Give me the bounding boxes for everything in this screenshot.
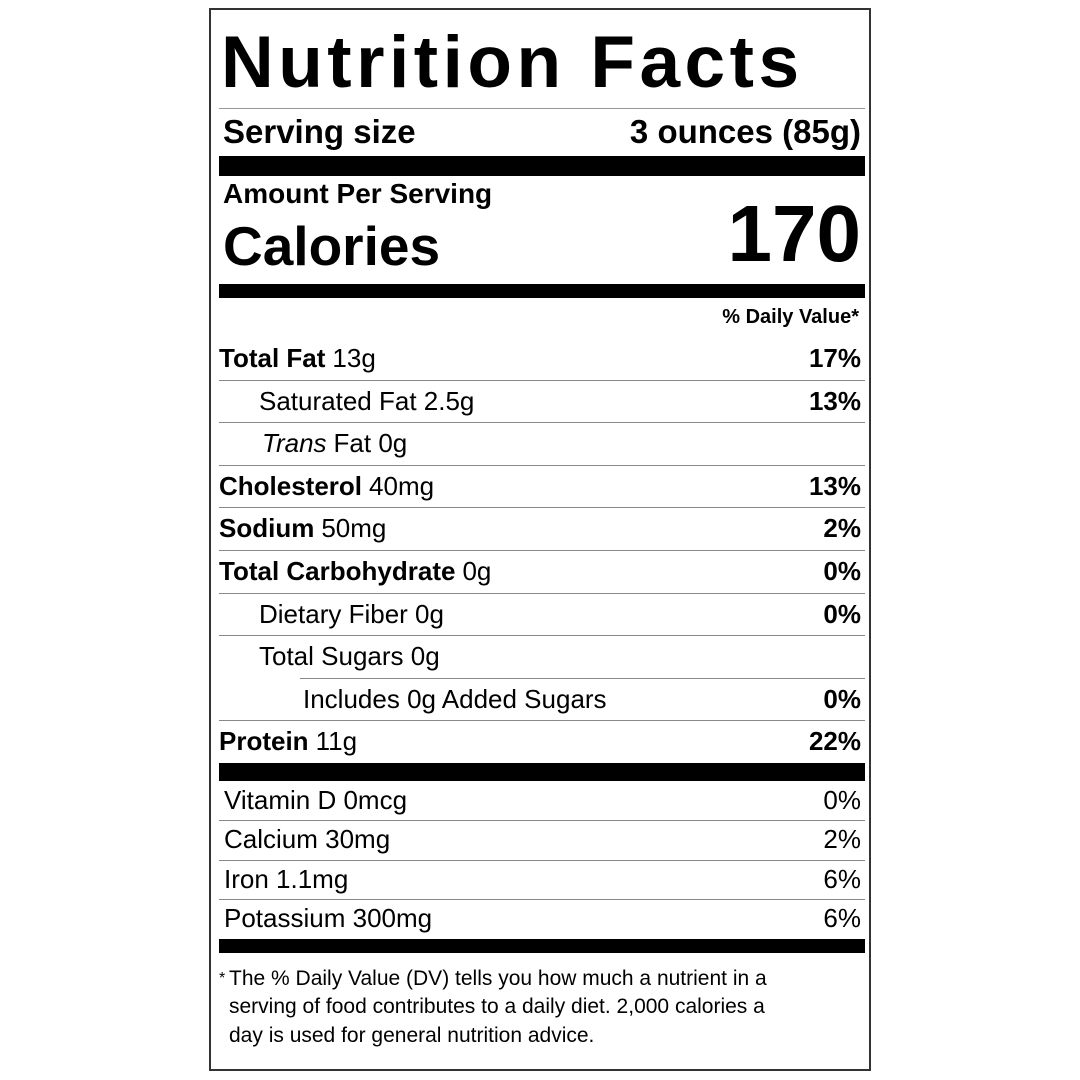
daily-value: 22% xyxy=(808,726,861,757)
vitamin-row: Vitamin D 0mcg 0% xyxy=(219,781,865,821)
nutrient-name: Total Sugars 0g xyxy=(259,635,440,678)
nutrient-name: Saturated Fat 2.5g xyxy=(259,380,474,423)
amount-per-serving: Amount Per Serving xyxy=(223,178,493,209)
nutrient-row: Trans Fat 0g xyxy=(219,422,865,465)
vitamin-row: Potassium 300mg 6% xyxy=(219,899,865,939)
footnote-mark: * xyxy=(219,969,226,987)
nutrient-row: Total Fat 13g 17% xyxy=(219,337,865,380)
nutrient-label: Total Fat xyxy=(219,343,326,373)
divider xyxy=(219,635,865,637)
nutrient-label: Includes 0g Added Sugars xyxy=(303,683,607,714)
nutrient-amount: 13g xyxy=(332,343,376,373)
calories-section: Amount Per Serving Calories 170 xyxy=(219,176,865,284)
daily-value-header: % Daily Value* xyxy=(722,306,859,328)
thick-rule xyxy=(219,938,865,953)
divider xyxy=(219,859,865,861)
nutrient-name: Protein 11g xyxy=(219,720,357,763)
nutrient-row: Total Sugars 0g xyxy=(219,635,865,678)
divider xyxy=(300,677,865,679)
daily-value: 6% xyxy=(823,863,861,894)
nutrient-label: Sodium xyxy=(219,513,315,544)
vitamin-name: Vitamin D 0mcg xyxy=(224,784,408,815)
nutrient-label: Cholesterol xyxy=(219,470,363,501)
nutrient-name: Sodium 50mg xyxy=(219,507,386,550)
divider xyxy=(219,422,865,424)
calories-label: Calories xyxy=(223,215,441,277)
label-border xyxy=(209,8,871,1071)
nutrient-row: Protein 11g 22% xyxy=(219,720,865,763)
vitamin-row: Iron 1.1mg 6% xyxy=(219,859,865,900)
daily-value: 13% xyxy=(808,470,861,501)
nutrient-label: Fat 0g xyxy=(333,428,408,459)
nutrient-name: Trans Fat 0g xyxy=(259,422,407,465)
footnote-line: serving of food contributes to a daily d… xyxy=(229,995,765,1019)
nutrient-amount: 0g xyxy=(462,555,492,586)
nutrient-amount: 11g xyxy=(315,726,358,757)
divider xyxy=(219,592,865,594)
nutrient-amount: 50mg xyxy=(321,513,387,544)
daily-value: 0% xyxy=(823,598,861,629)
daily-value: 17% xyxy=(808,343,861,373)
thick-rule xyxy=(219,284,865,298)
vitamin-row: Calcium 30mg 2% xyxy=(219,820,865,860)
footnote-line: day is used for general nutrition advice… xyxy=(229,1023,595,1047)
thick-rule xyxy=(219,156,865,176)
vitamin-list: Vitamin D 0mcg 0% Calcium 30mg 2% Iron 1.1mg… xyxy=(219,781,865,939)
divider xyxy=(219,464,865,466)
footnote: * The % Daily Value (DV) tells you how m… xyxy=(219,953,865,1051)
nutrient-list: Total Fat 13g 17% Saturated Fat 2.5g 13% Tran… xyxy=(219,337,865,763)
vitamin-name: Potassium 300mg xyxy=(224,903,433,934)
calories-value: 170 xyxy=(727,189,861,278)
daily-value: 0% xyxy=(823,784,861,815)
nutrient-label: Protein xyxy=(219,726,309,757)
nutrient-row: Includes 0g Added Sugars 0% xyxy=(219,677,865,721)
daily-value: 0% xyxy=(823,555,861,586)
nutrient-row: Sodium 50mg 2% xyxy=(219,507,865,550)
nutrient-label: Saturated Fat 2.5g xyxy=(259,385,475,416)
vitamin-name: Calcium 30mg xyxy=(224,824,391,855)
divider xyxy=(219,899,865,901)
nutrient-row: Total Carbohydrate 0g 0% xyxy=(219,549,865,593)
title: Nutrition Facts xyxy=(221,22,804,103)
nutrient-name: Cholesterol 40mg xyxy=(219,465,434,508)
nutrition-label: Nutrition Facts Serving size 3 ounces (8… xyxy=(219,18,865,1050)
divider xyxy=(219,820,865,822)
divider xyxy=(219,549,865,551)
nutrient-name: Dietary Fiber 0g xyxy=(259,593,444,636)
divider xyxy=(219,379,865,381)
vitamin-name: Iron 1.1mg xyxy=(224,863,349,894)
nutrient-name: Total Fat 13g xyxy=(219,337,376,380)
divider xyxy=(219,720,865,722)
nutrient-label: Total Carbohydrate xyxy=(219,555,456,586)
footnote-line: The % Daily Value (DV) tells you how muc… xyxy=(229,966,767,990)
daily-value: 2% xyxy=(823,824,861,855)
divider xyxy=(219,507,865,509)
nutrient-label: Dietary Fiber 0g xyxy=(259,598,444,629)
nutrient-amount: 40mg xyxy=(369,470,435,501)
serving-row: Serving size 3 ounces (85g) xyxy=(219,108,865,154)
daily-value: 6% xyxy=(823,903,861,934)
daily-value: 0% xyxy=(823,683,861,714)
daily-value: 2% xyxy=(823,513,861,544)
nutrient-row: Dietary Fiber 0g 0% xyxy=(219,592,865,636)
nutrient-row: Saturated Fat 2.5g 13% xyxy=(219,379,865,423)
nutrient-label: Total Sugars 0g xyxy=(259,641,440,672)
serving-label: Serving size xyxy=(223,112,416,150)
serving-value: 3 ounces (85g) xyxy=(629,112,861,150)
nutrient-prefix: Trans xyxy=(262,428,327,459)
daily-value: 13% xyxy=(808,385,861,416)
nutrient-name: Total Carbohydrate 0g xyxy=(219,550,491,593)
nutrient-name: Includes 0g Added Sugars xyxy=(303,678,607,721)
nutrient-row: Cholesterol 40mg 13% xyxy=(219,464,865,508)
thick-rule xyxy=(219,762,865,781)
